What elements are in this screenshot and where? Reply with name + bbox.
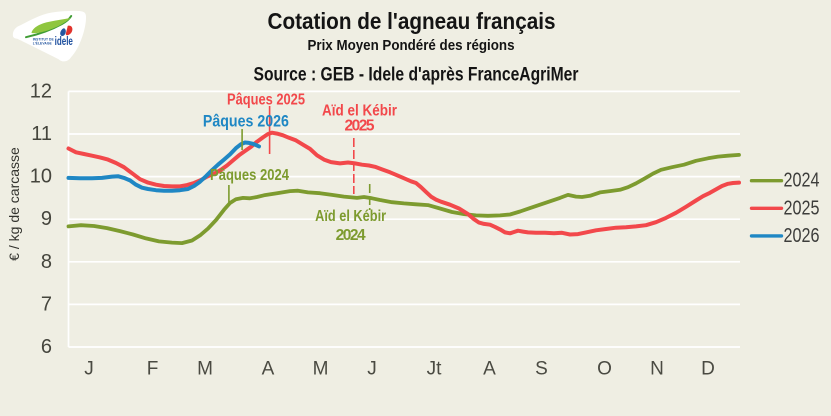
svg-text:Pâques 2025: Pâques 2025 xyxy=(227,92,305,109)
svg-text:idele: idele xyxy=(55,34,74,48)
svg-text:Jt: Jt xyxy=(427,359,443,380)
svg-text:2024: 2024 xyxy=(336,227,366,244)
svg-text:J: J xyxy=(367,359,377,380)
svg-text:9: 9 xyxy=(41,208,52,230)
svg-text:INSTITUT DE: INSTITUT DE xyxy=(33,37,55,41)
svg-text:12: 12 xyxy=(30,80,52,102)
svg-text:S: S xyxy=(535,359,548,380)
svg-text:A: A xyxy=(262,359,275,380)
svg-text:N: N xyxy=(650,359,664,380)
svg-text:Aïd el Kébir: Aïd el Kébir xyxy=(315,208,386,225)
svg-text:A: A xyxy=(483,359,496,380)
svg-text:2024: 2024 xyxy=(784,170,820,192)
svg-text:M: M xyxy=(313,359,329,380)
svg-text:L'ÉLEVAGE: L'ÉLEVAGE xyxy=(33,40,53,45)
svg-text:Aïd el Kébir: Aïd el Kébir xyxy=(322,103,397,120)
svg-text:Pâques 2024: Pâques 2024 xyxy=(210,167,289,184)
svg-text:O: O xyxy=(597,359,612,380)
svg-text:2026: 2026 xyxy=(784,225,820,247)
svg-text:M: M xyxy=(197,359,213,380)
svg-text:7: 7 xyxy=(41,293,52,315)
svg-text:2025: 2025 xyxy=(784,197,820,219)
svg-text:11: 11 xyxy=(31,123,52,145)
svg-text:Source : GEB - Idele d'après F: Source : GEB - Idele d'après FranceAgriM… xyxy=(254,63,579,85)
svg-text:€ / kg de carcasse: € / kg de carcasse xyxy=(6,147,22,261)
svg-text:10: 10 xyxy=(30,166,52,188)
svg-text:6: 6 xyxy=(41,336,52,358)
svg-text:8: 8 xyxy=(41,251,52,273)
svg-text:D: D xyxy=(701,359,715,380)
svg-text:Cotation de l'agneau français: Cotation de l'agneau français xyxy=(268,8,556,34)
svg-text:Prix Moyen Pondéré des régions: Prix Moyen Pondéré des régions xyxy=(308,37,515,54)
svg-text:F: F xyxy=(147,359,159,380)
svg-text:Pâques 2026: Pâques 2026 xyxy=(203,113,289,131)
svg-text:J: J xyxy=(84,359,94,380)
svg-text:2025: 2025 xyxy=(345,118,375,135)
